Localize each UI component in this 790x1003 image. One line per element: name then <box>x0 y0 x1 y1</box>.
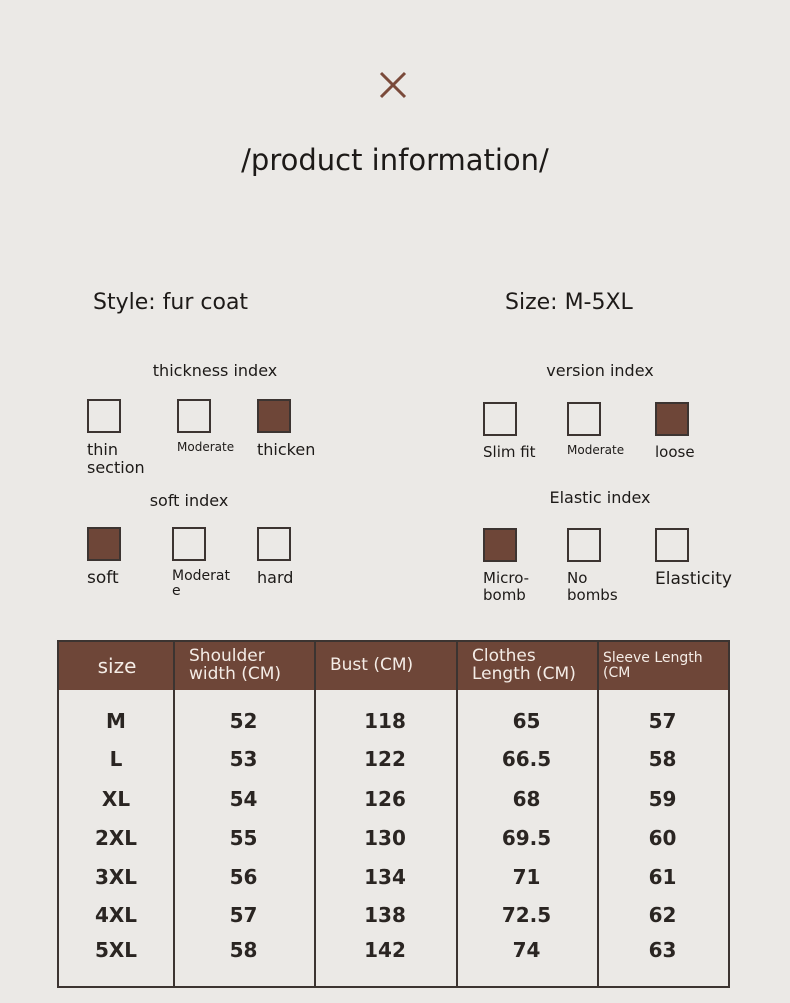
option-label: soft <box>87 568 119 588</box>
table-cell: 4XL <box>94 903 138 927</box>
header-cell: Clothes Length (CM) <box>472 646 576 684</box>
table-cell: 58 <box>229 938 258 962</box>
table-cell: 55 <box>229 826 258 850</box>
option-label: thin section <box>87 440 145 477</box>
checkbox <box>87 527 121 561</box>
table-cell: 69.5 <box>501 826 552 850</box>
column-divider <box>173 642 175 986</box>
header-cell: Bust (CM) <box>330 655 414 676</box>
checkbox <box>257 527 291 561</box>
table-cell: 68 <box>512 787 541 811</box>
checkbox <box>483 528 517 562</box>
table-cell: 142 <box>364 938 406 962</box>
table-cell: 134 <box>364 865 406 889</box>
size-range: Size: M-5XL <box>505 290 633 315</box>
column-divider <box>314 642 316 986</box>
table-cell: 54 <box>229 787 258 811</box>
checkbox <box>177 399 211 433</box>
table-cell: 118 <box>364 709 406 733</box>
title: /product information/ <box>241 143 549 177</box>
checkbox <box>483 402 517 436</box>
table-cell: 62 <box>648 903 677 927</box>
index-title: thickness index <box>152 361 278 380</box>
option-label: Elasticity <box>655 569 732 589</box>
table-cell: 2XL <box>94 826 138 850</box>
option-label: Micro-bomb <box>483 569 530 604</box>
table-cell: 58 <box>648 747 677 771</box>
table-cell: 59 <box>648 787 677 811</box>
table-cell: 138 <box>364 903 406 927</box>
option-label: Moderate <box>177 440 235 454</box>
column-divider <box>456 642 458 986</box>
table-cell: 126 <box>364 787 406 811</box>
table-cell: 122 <box>364 747 406 771</box>
checkbox <box>567 528 601 562</box>
table-cell: 53 <box>229 747 258 771</box>
table-cell: 65 <box>512 709 541 733</box>
option-label: Slim fit <box>483 443 536 461</box>
checkbox <box>257 399 291 433</box>
table-cell: 63 <box>648 938 677 962</box>
checkbox <box>655 402 689 436</box>
table-cell: 71 <box>512 865 541 889</box>
index-title: version index <box>546 361 654 380</box>
index-title: soft index <box>149 491 229 510</box>
table-cell: 72.5 <box>501 903 552 927</box>
table-cell: 5XL <box>94 938 138 962</box>
option-label: No bombs <box>567 569 618 604</box>
header-cell: size <box>97 653 137 678</box>
table-cell: 3XL <box>94 865 138 889</box>
table-cell: L <box>109 747 123 771</box>
size-table: size Shoulder width (CM) Bust (CM) Clothes … <box>57 640 730 988</box>
option-label: Moderate <box>567 443 625 457</box>
table-cell: 66.5 <box>501 747 552 771</box>
table-cell: 56 <box>229 865 258 889</box>
table-cell: M <box>106 709 126 733</box>
cross-icon <box>379 71 407 99</box>
checkbox <box>655 528 689 562</box>
column-divider <box>597 642 599 986</box>
table-cell: 130 <box>364 826 406 850</box>
checkbox <box>87 399 121 433</box>
header-cell: Sleeve Length (CM <box>603 650 703 681</box>
option-label: hard <box>257 568 294 587</box>
table-cell: 52 <box>229 709 258 733</box>
table-cell: 61 <box>648 865 677 889</box>
table-cell: 57 <box>229 903 258 927</box>
header-cell: Shoulder width (CM) <box>189 646 282 684</box>
header-band <box>59 642 728 690</box>
option-label: Moderate <box>172 568 230 600</box>
style: Style: fur coat <box>93 290 249 315</box>
option-label: loose <box>655 443 695 461</box>
table-cell: 60 <box>648 826 677 850</box>
table-cell: 74 <box>512 938 541 962</box>
index-title: Elastic index <box>549 488 651 507</box>
table-cell: 57 <box>648 709 677 733</box>
table-cell: XL <box>101 787 131 811</box>
option-label: thicken <box>257 440 316 459</box>
checkbox <box>172 527 206 561</box>
checkbox <box>567 402 601 436</box>
